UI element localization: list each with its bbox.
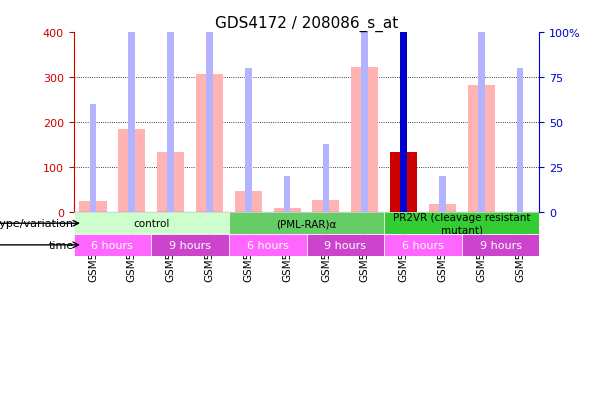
Text: control: control: [133, 219, 169, 229]
Text: time: time: [48, 240, 74, 250]
Bar: [468, 85, 495, 213]
Title: GDS4172 / 208086_s_at: GDS4172 / 208086_s_at: [215, 16, 398, 32]
Bar: [517, 69, 524, 213]
Bar: [196, 74, 223, 213]
Bar: [322, 145, 329, 213]
FancyBboxPatch shape: [74, 235, 151, 256]
Text: 6 hours: 6 hours: [247, 240, 289, 250]
Bar: [390, 152, 417, 213]
Bar: [118, 130, 145, 213]
Bar: [351, 68, 378, 213]
FancyBboxPatch shape: [384, 235, 462, 256]
Text: 6 hours: 6 hours: [402, 240, 444, 250]
Text: 9 hours: 9 hours: [479, 240, 522, 250]
Text: 6 hours: 6 hours: [91, 240, 133, 250]
Bar: [206, 0, 213, 213]
FancyBboxPatch shape: [229, 235, 306, 256]
Bar: [429, 205, 456, 213]
Text: PR2VR (cleavage resistant
mutant): PR2VR (cleavage resistant mutant): [393, 213, 530, 235]
Bar: [361, 0, 368, 213]
Bar: [245, 69, 252, 213]
Bar: [273, 209, 301, 213]
FancyBboxPatch shape: [74, 213, 229, 235]
FancyBboxPatch shape: [229, 213, 384, 235]
FancyBboxPatch shape: [306, 235, 384, 256]
Bar: [157, 152, 185, 213]
FancyBboxPatch shape: [151, 235, 229, 256]
FancyBboxPatch shape: [384, 213, 539, 235]
Bar: [284, 177, 291, 213]
Bar: [313, 200, 340, 213]
Text: genotype/variation: genotype/variation: [0, 219, 74, 229]
Bar: [235, 191, 262, 213]
Bar: [478, 0, 485, 213]
Text: 9 hours: 9 hours: [324, 240, 367, 250]
Text: 9 hours: 9 hours: [169, 240, 211, 250]
Bar: [80, 202, 107, 213]
Bar: [400, 0, 407, 213]
Bar: [167, 0, 174, 213]
Bar: [89, 105, 96, 213]
FancyBboxPatch shape: [462, 235, 539, 256]
Text: (PML-RAR)α: (PML-RAR)α: [276, 219, 337, 229]
Bar: [439, 177, 446, 213]
Bar: [128, 0, 135, 213]
